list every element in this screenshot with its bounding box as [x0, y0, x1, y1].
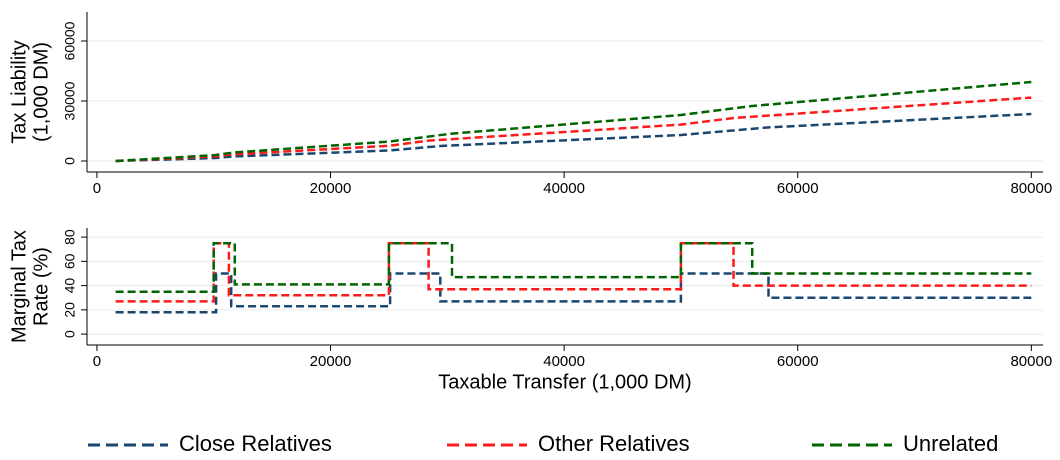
x-tick-label: 0: [93, 180, 101, 197]
y-tick-label: 80: [62, 229, 78, 245]
legend-label: Other Relatives: [538, 431, 690, 456]
x-tick-label: 80000: [1010, 353, 1052, 370]
y-axis-label: Rate (%): [30, 247, 52, 326]
y-tick-label: 30000: [62, 81, 78, 120]
y-tick-label: 60000: [62, 21, 78, 60]
series-line: [115, 241, 1032, 303]
series-line: [115, 80, 1032, 163]
legend-label: Unrelated: [903, 431, 998, 456]
y-tick-label: 60: [62, 253, 78, 269]
series-line: [115, 241, 1032, 293]
x-tick-label: 0: [93, 353, 101, 370]
x-axis-label: Taxable Transfer (1,000 DM): [438, 371, 691, 393]
x-tick-label: 40000: [543, 353, 585, 370]
x-tick-label: 60000: [777, 353, 819, 370]
series-line: [115, 272, 1032, 314]
series-line: [115, 112, 1032, 163]
y-axis-label: Marginal Tax: [8, 230, 30, 343]
y-axis-label: Tax Liability: [8, 40, 30, 143]
x-tick-label: 80000: [1010, 180, 1052, 197]
y-tick-label: 40: [62, 278, 78, 294]
x-tick-label: 20000: [310, 353, 352, 370]
x-tick-label: 40000: [543, 180, 585, 197]
y-tick-label: 20: [62, 302, 78, 318]
x-tick-label: 60000: [777, 180, 819, 197]
y-tick-label: 0: [62, 330, 78, 338]
legend-label: Close Relatives: [179, 431, 332, 456]
y-axis-label: (1,000 DM): [30, 42, 52, 142]
x-tick-label: 20000: [310, 180, 352, 197]
y-tick-label: 0: [62, 157, 78, 165]
